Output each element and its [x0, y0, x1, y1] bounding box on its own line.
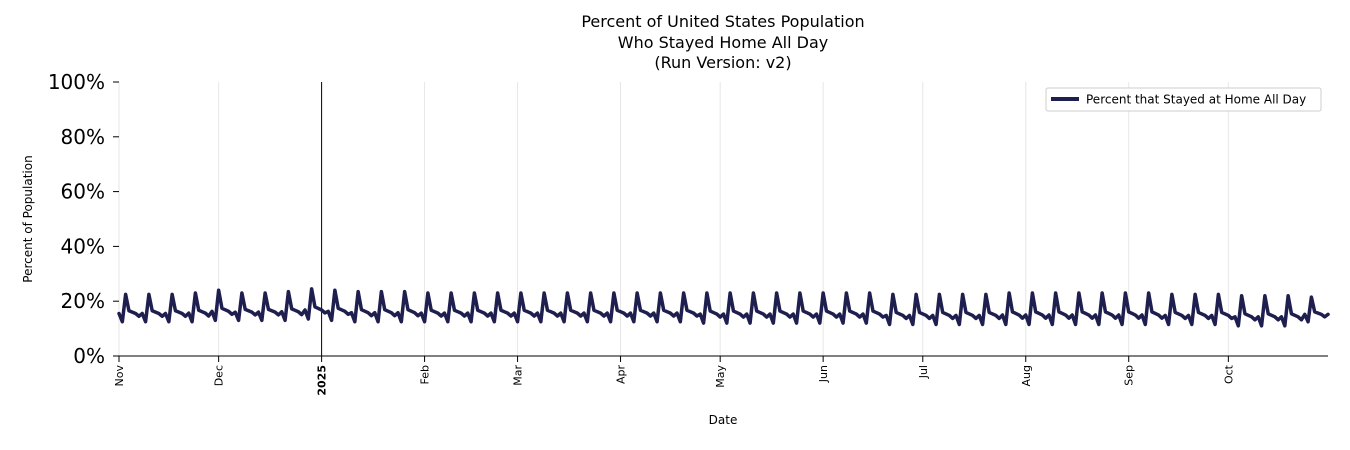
x-tick-label: Apr	[615, 365, 628, 385]
x-tick-label: Oct	[1222, 364, 1235, 384]
x-tick-label: May	[714, 365, 727, 388]
x-tick-label: Nov	[113, 365, 126, 387]
y-tick-label: 0%	[73, 344, 105, 368]
series-line	[117, 287, 1330, 328]
chart-title-line-2: Who Stayed Home All Day	[618, 33, 828, 52]
x-tick-label: Jun	[817, 365, 830, 383]
y-tick-label: 60%	[61, 180, 105, 204]
x-tick-label: Sep	[1123, 365, 1136, 386]
chart-title: Percent of United States Population Who …	[581, 12, 864, 72]
y-tick-label: 40%	[61, 234, 105, 258]
x-tick-label: Feb	[419, 365, 432, 384]
legend-label: Percent that Stayed at Home All Day	[1086, 93, 1306, 107]
x-tick-label: 2025	[316, 365, 329, 396]
y-tick-label: 100%	[48, 70, 105, 94]
x-tick-label: Mar	[512, 365, 525, 386]
chart-title-line-3: (Run Version: v2)	[654, 53, 791, 72]
y-tick-label: 80%	[61, 125, 105, 149]
chart-title-line-1: Percent of United States Population	[581, 12, 864, 31]
x-tick-label: Aug	[1020, 365, 1033, 386]
axis-layer: 0% 20% 40% 60% 80% 100% Nov Dec 2025 Feb Mar Apr May…	[48, 70, 1328, 396]
y-axis-label: Percent of Population	[21, 155, 35, 282]
y-tick-label: 20%	[61, 289, 105, 313]
x-tick-label: Jul	[917, 365, 930, 379]
x-axis-label: Date	[709, 413, 738, 427]
x-tick-label: Dec	[213, 365, 226, 386]
series-layer	[117, 287, 1330, 328]
legend: Percent that Stayed at Home All Day	[1045, 87, 1322, 112]
legend-box	[1045, 87, 1322, 112]
